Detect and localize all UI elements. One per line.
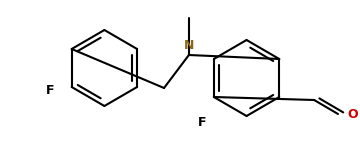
- Text: O: O: [347, 107, 357, 121]
- Text: F: F: [198, 116, 207, 128]
- Text: N: N: [184, 39, 194, 52]
- Text: F: F: [46, 83, 55, 97]
